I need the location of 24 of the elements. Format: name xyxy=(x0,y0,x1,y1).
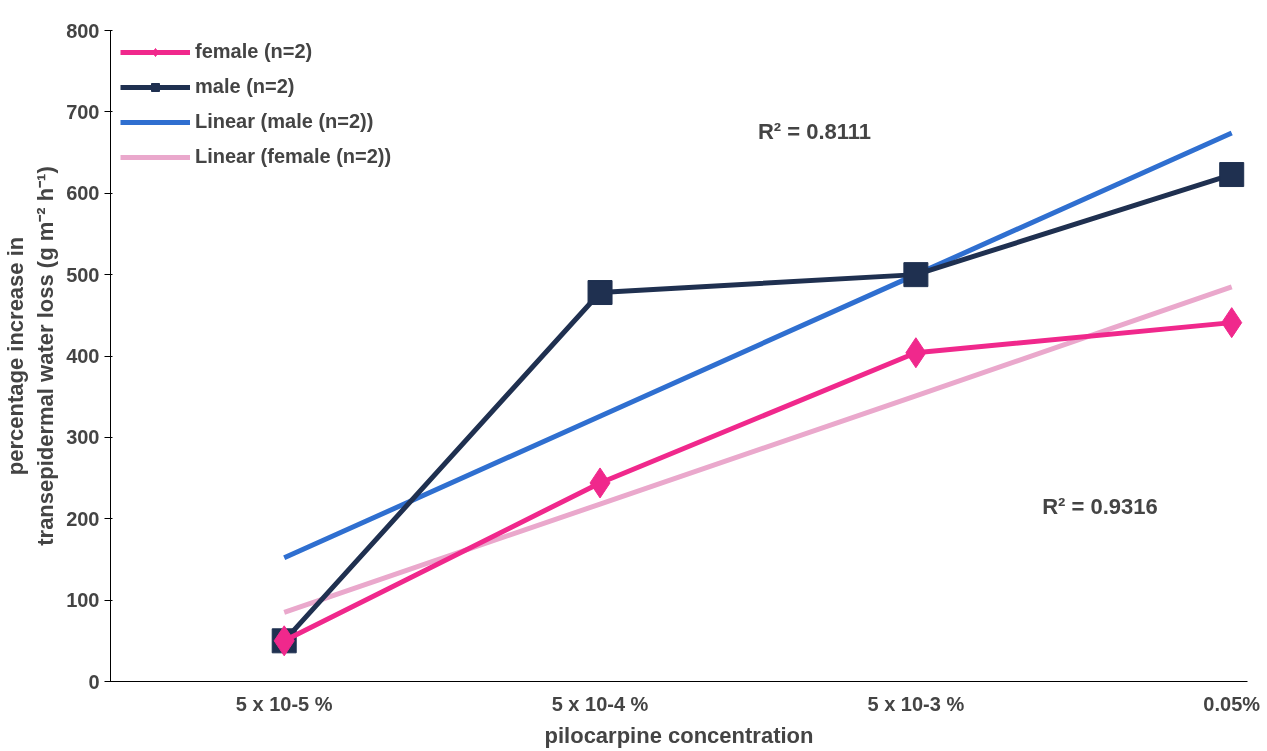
legend-label: female (n=2) xyxy=(195,40,313,63)
y-tick-label: 300 xyxy=(66,426,100,449)
point xyxy=(1219,162,1245,188)
y-tick-label: 600 xyxy=(66,182,100,205)
legend-label: Linear (male (n=2)) xyxy=(195,110,374,133)
y-axis-title: percentage increase in transepidermal water loss (g m⁻² h⁻¹) xyxy=(3,166,59,546)
y-tick-label: 0 xyxy=(88,670,100,693)
x-tick-label: 0.05% xyxy=(1203,692,1261,715)
legend-label: male (n=2) xyxy=(195,75,295,98)
y-tick-label: 700 xyxy=(66,100,100,123)
y-tick-label: 200 xyxy=(66,507,100,530)
x-tick-label: 5 x 10-4 % xyxy=(551,692,649,715)
x-tick-label: 5 x 10-3 % xyxy=(867,692,965,715)
annotation: R² = 0.8111 xyxy=(757,119,872,145)
y-tick-label: 800 xyxy=(66,19,100,42)
annotation: R² = 0.9316 xyxy=(1042,493,1158,519)
y-tick-label: 500 xyxy=(66,263,100,286)
y-tick-label: 100 xyxy=(66,589,100,612)
point xyxy=(903,262,929,288)
x-tick-label: 5 x 10-5 % xyxy=(235,692,333,715)
legend-label: Linear (female (n=2)) xyxy=(195,145,392,168)
y-tick-label: 400 xyxy=(66,345,100,367)
x-axis-title: pilocarpine concentration xyxy=(544,722,814,748)
point xyxy=(587,280,613,306)
